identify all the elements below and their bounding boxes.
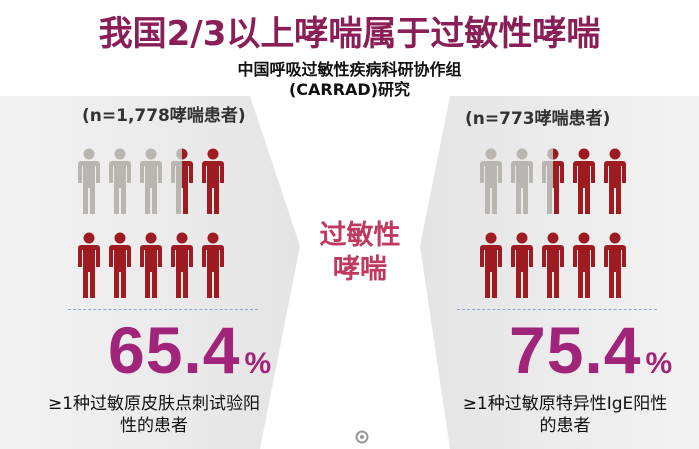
right-percentage-value: 75.4 [509,313,642,387]
right-percentage-sign: % [645,347,673,380]
right-person-icon-non-allergic [511,148,533,214]
center-label-line-2: 哮喘 [333,254,387,285]
right-person-icon-allergic [511,232,533,298]
left-person-icon-partial [171,148,193,214]
right-person-icon-allergic [573,232,595,298]
left-person-icon-allergic [78,232,100,298]
left-sample-size: (n=1,778哮喘患者) [82,106,246,126]
left-person-icon-allergic [202,232,224,298]
left-person-icons [78,148,238,308]
center-label-line-1: 过敏性 [319,220,401,251]
subtitle-line-2: (CARRAD)研究 [288,80,411,99]
right-person-icon-non-allergic [480,148,502,214]
left-percentage-sign: % [244,347,272,380]
right-description: ≥1种过敏原特异性IgE阳性 的患者 [450,393,680,437]
left-divider [68,309,258,310]
right-person-icon-allergic [604,232,626,298]
right-percentage: 75.4% [509,312,672,388]
allergic-asthma-label: 过敏性 哮喘 [300,219,420,287]
slide-title: 我国2/3以上哮喘属于过敏性哮喘 [98,14,601,54]
right-person-icons [480,148,640,308]
left-percentage-value: 65.4 [108,313,241,387]
left-person-icon-allergic [171,232,193,298]
left-person-icon-non-allergic [140,148,162,214]
left-person-icon-allergic [202,148,224,214]
study-subtitle: 中国呼吸过敏性疾病科研协作组 (CARRAD)研究 [160,60,539,100]
right-person-icon-allergic [542,232,564,298]
left-person-icon-non-allergic [109,148,131,214]
left-percentage: 65.4% [108,312,271,388]
left-description-line-1: ≥1种过敏原皮肤点刺试验阳 [47,394,261,414]
right-description-line-2: 的患者 [539,416,591,436]
right-divider [457,309,657,310]
left-person-icon-allergic [109,232,131,298]
right-sample-size: (n=773哮喘患者) [465,109,611,129]
right-description-line-1: ≥1种过敏原特异性IgE阳性 [462,394,668,414]
left-description-line-2: 性的患者 [120,416,188,436]
right-person-icon-allergic [604,148,626,214]
left-person-icon-non-allergic [78,148,100,214]
right-person-icon-partial [542,148,564,214]
subtitle-line-1: 中国呼吸过敏性疾病科研协作组 [237,60,462,79]
left-description: ≥1种过敏原皮肤点刺试验阳 性的患者 [36,393,272,437]
watermark-logo-icon [355,430,369,444]
left-person-icon-allergic [140,232,162,298]
right-person-icon-allergic [480,232,502,298]
right-person-icon-allergic [573,148,595,214]
